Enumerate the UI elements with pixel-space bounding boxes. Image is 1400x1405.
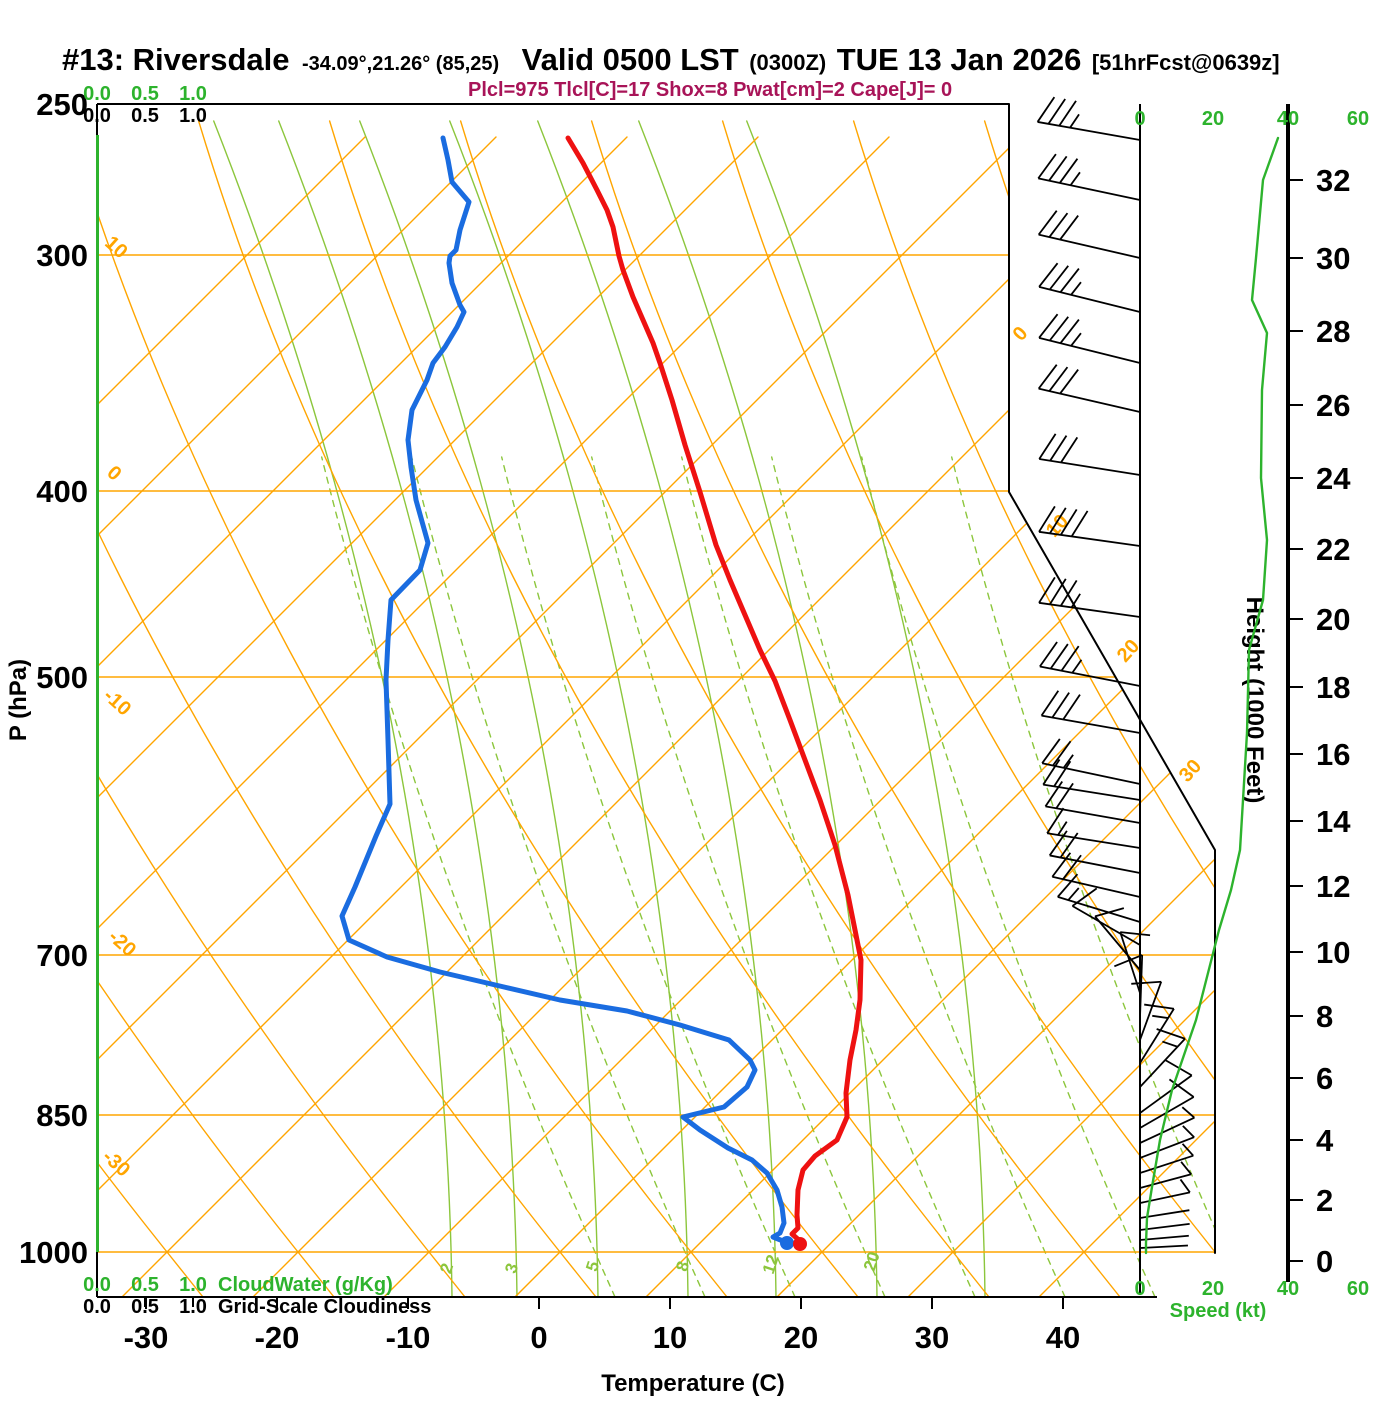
valid-zulu: (0300Z) [749, 50, 827, 75]
pressure-tick-label: 250 [36, 87, 88, 122]
speed-tick-label-bottom: 0 [1134, 1278, 1145, 1300]
orange-grid [97, 120, 1215, 1297]
wind-barbs [1036, 96, 1195, 1249]
pressure-tick-label: 1000 [19, 1235, 88, 1270]
temperature-tick-label: -20 [255, 1320, 300, 1355]
mixing-ratio-label: 12 [759, 1252, 783, 1276]
cloudwater-title: CloudWater (g/Kg) [218, 1274, 393, 1296]
plot-frame [96, 103, 1216, 1309]
isotherm-label: 10 [1042, 510, 1073, 541]
isotherm-label: 0 [1009, 322, 1033, 345]
temperature-tick-label: -30 [124, 1320, 169, 1355]
cloudwater-tick-top: 0.0 [83, 83, 111, 105]
height-tick-label: 26 [1316, 388, 1350, 423]
speed-tick-label-top: 40 [1277, 108, 1299, 130]
cloudiness-title: Grid-Scale Cloudiness [218, 1296, 431, 1318]
pressure-axis-title: P (hPa) [5, 659, 32, 741]
cloudiness-tick-bottom: 1.0 [179, 1296, 207, 1318]
temperature-trace [565, 135, 864, 1251]
cloudwater-tick-top: 0.5 [131, 83, 159, 105]
temperature-tick-label: 10 [653, 1320, 687, 1355]
wind-speed-profile [1144, 136, 1280, 1255]
dewpoint-trace [339, 135, 794, 1250]
pressure-tick-label: 850 [36, 1098, 88, 1133]
pressure-tick-label: 300 [36, 238, 88, 273]
adiabat-label: 0 [103, 462, 126, 486]
speed-tick-label-bottom: 20 [1202, 1278, 1224, 1300]
height-tick-label: 30 [1316, 241, 1350, 276]
cloudiness-tick-top: 0.5 [131, 105, 159, 127]
cloudwater-tick-bottom: 0.5 [131, 1274, 159, 1296]
cloudwater-tick-bottom: 1.0 [179, 1274, 207, 1296]
mixing-ratio-label: 5 [582, 1259, 603, 1274]
speed-tick-label-bottom: 60 [1347, 1278, 1369, 1300]
speed-tick-label-top: 60 [1347, 108, 1369, 130]
title-bar: #13: Riversdale -34.09°,21.26° (85,25) V… [62, 42, 1280, 78]
height-tick-label: 8 [1316, 999, 1333, 1034]
speed-tick-label-top: 0 [1134, 108, 1145, 130]
pressure-tick-label: 500 [36, 660, 88, 695]
mixing-ratio-labels: 2 3 5 8 12 20 [436, 1249, 883, 1276]
height-tick-label: 10 [1316, 935, 1350, 970]
pressure-tick-label: 400 [36, 474, 88, 509]
surface-temperature-dot [793, 1237, 807, 1251]
height-tick-label: 20 [1316, 602, 1350, 637]
height-tick-label: 24 [1316, 461, 1351, 496]
cloudiness-tick-top: 0.0 [83, 105, 111, 127]
surface-dewpoint-dot [780, 1236, 794, 1250]
station-title: #13: Riversdale [62, 42, 290, 77]
cloudwater-tick-top: 1.0 [179, 83, 207, 105]
temperature-axis-title: Temperature (C) [601, 1370, 785, 1397]
valid-time: Valid 0500 LST [521, 42, 739, 77]
height-tick-label: 16 [1316, 737, 1350, 772]
temperature-axis: -30 -20 -10 0 10 20 30 40 Temperature (C) [124, 1320, 1081, 1397]
height-tick-label: 32 [1316, 163, 1350, 198]
adiabat-label: -20 [104, 926, 140, 962]
cloudiness-scale: 0.00.00.50.51.01.0 Grid-Scale Cloudiness [83, 105, 431, 1318]
pressure-axis: 250 300 400 500 700 850 1000 P (hPa) [5, 87, 88, 1270]
temperature-tick-label: 20 [784, 1320, 818, 1355]
adiabat-label: -30 [98, 1146, 134, 1182]
height-tick-label: 18 [1316, 670, 1350, 705]
temperature-tick-label: -10 [386, 1320, 431, 1355]
speed-axis-title: Speed (kt) [1170, 1300, 1267, 1322]
isotherm-label: 30 [1175, 755, 1206, 786]
forecast-tag: [51hrFcst@0639z] [1091, 50, 1280, 75]
sounding-params: Plcl=975 Tlcl[C]=17 Shox=8 Pwat[cm]=2 Ca… [468, 79, 953, 101]
speed-tick-label-bottom: 40 [1277, 1278, 1299, 1300]
cloudiness-tick-bottom: 0.0 [83, 1296, 111, 1318]
height-tick-label: 14 [1316, 804, 1351, 839]
height-tick-label: 4 [1316, 1123, 1334, 1158]
cloudwater-scale: 0.00.00.50.51.01.0 CloudWater (g/Kg) [83, 83, 393, 1296]
height-tick-label: 28 [1316, 314, 1350, 349]
valid-date: TUE 13 Jan 2026 [836, 42, 1082, 77]
mixing-ratio-label: 2 [436, 1261, 457, 1276]
cloudiness-tick-bottom: 0.5 [131, 1296, 159, 1318]
height-tick-label: 22 [1316, 532, 1350, 567]
temperature-tick-label: 0 [530, 1320, 547, 1355]
mixing-ratio-label: 3 [501, 1261, 522, 1276]
temperature-tick-label: 40 [1046, 1320, 1080, 1355]
height-tick-label: 6 [1316, 1061, 1333, 1096]
temperature-tick-label: 30 [915, 1320, 949, 1355]
mixing-ratio-label: 20 [860, 1249, 884, 1273]
station-coords: -34.09°,21.26° (85,25) [301, 53, 500, 75]
speed-tick-label-top: 20 [1202, 108, 1224, 130]
cloudiness-tick-top: 1.0 [179, 105, 207, 127]
height-tick-label: 12 [1316, 869, 1350, 904]
pressure-tick-label: 700 [36, 938, 88, 973]
height-tick-label: 0 [1316, 1244, 1333, 1279]
cloudwater-tick-bottom: 0.0 [83, 1274, 111, 1296]
height-tick-label: 2 [1316, 1183, 1333, 1218]
adiabat-label: -10 [99, 685, 135, 721]
saturation-grid [213, 120, 1215, 1297]
